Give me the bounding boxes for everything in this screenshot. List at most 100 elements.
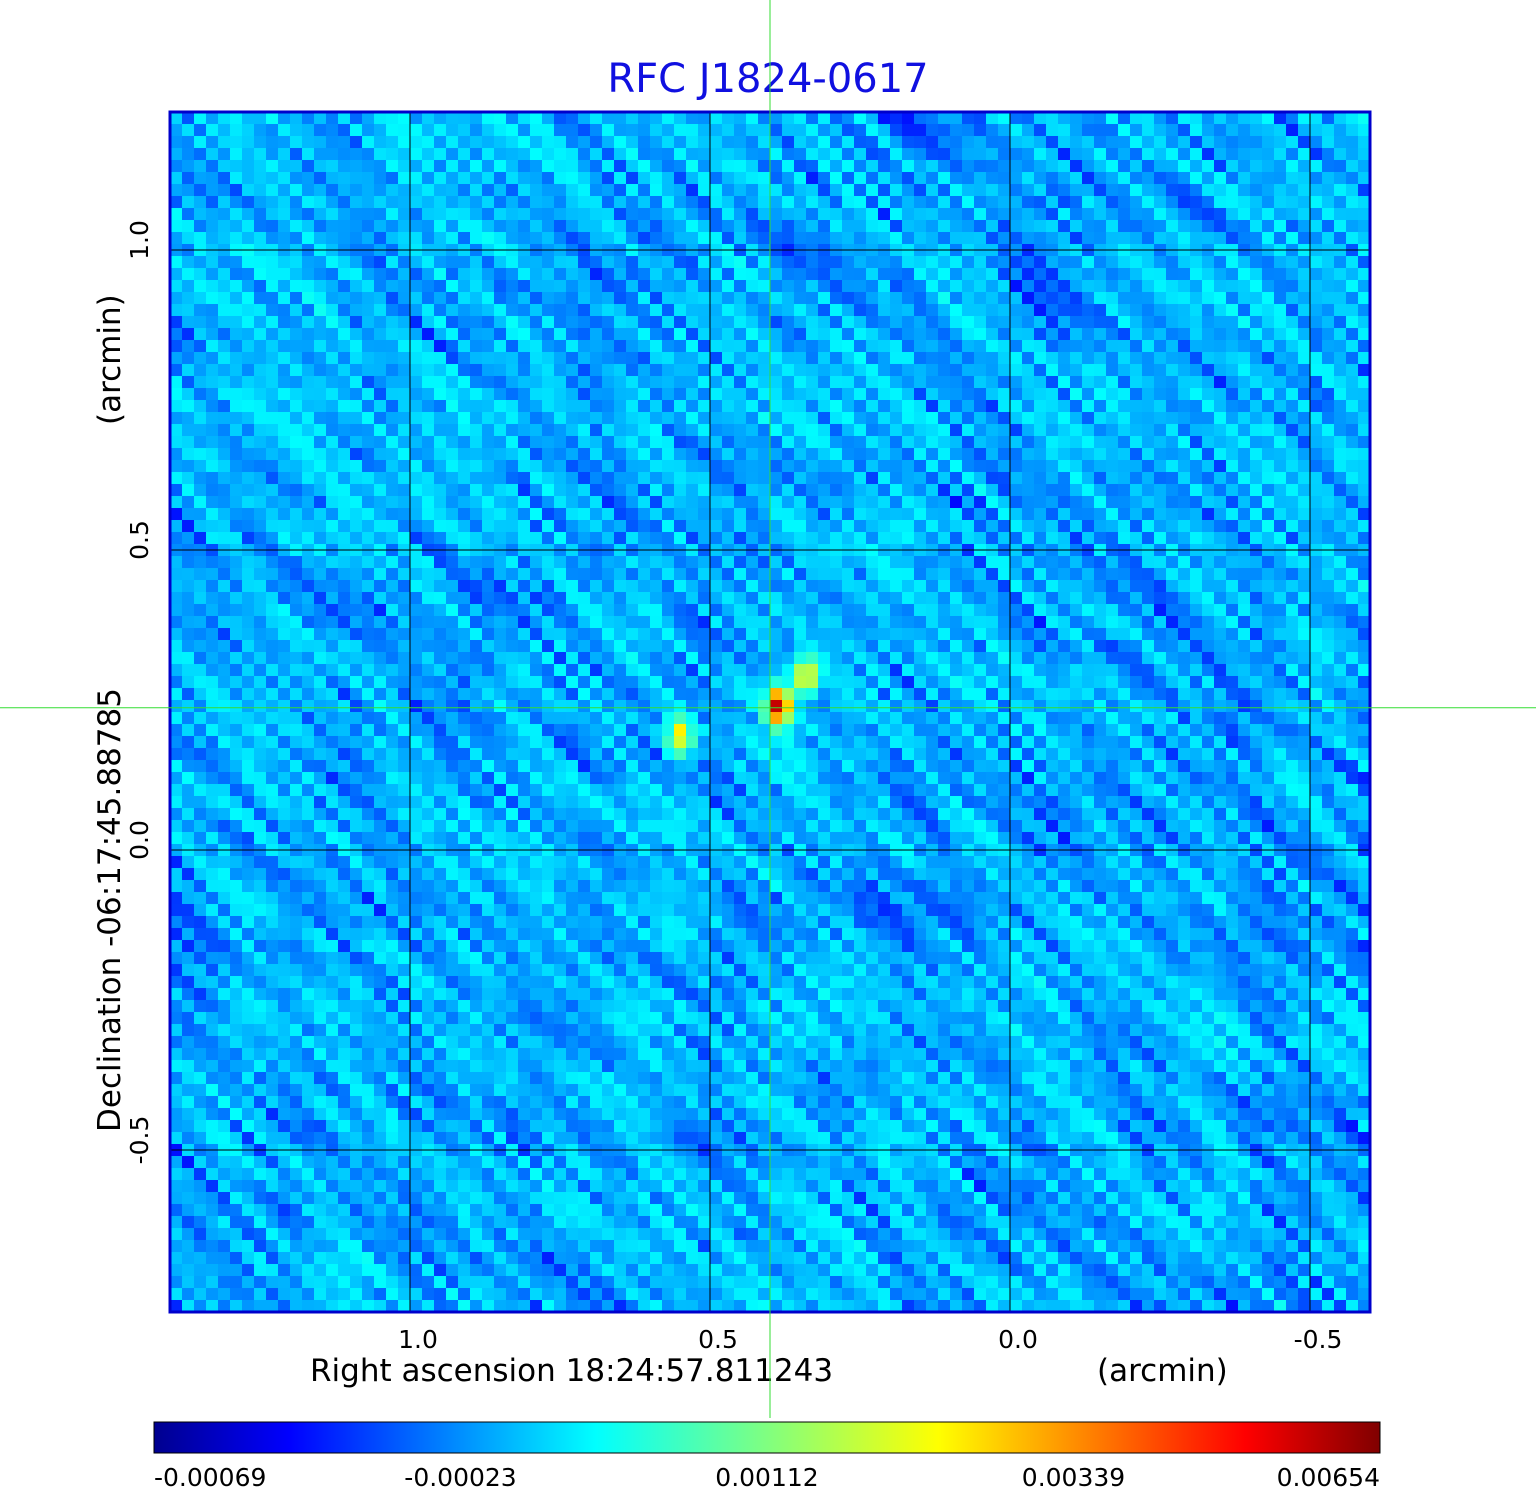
- map-pixel: [350, 616, 363, 629]
- map-pixel: [302, 424, 315, 437]
- map-pixel: [1058, 688, 1071, 701]
- map-pixel: [650, 700, 663, 713]
- map-pixel: [1346, 676, 1359, 689]
- map-pixel: [1094, 256, 1107, 269]
- map-pixel: [1238, 664, 1251, 677]
- map-pixel: [1010, 520, 1023, 533]
- map-pixel: [1226, 592, 1239, 605]
- map-pixel: [1178, 400, 1191, 413]
- map-pixel: [194, 160, 207, 173]
- map-pixel: [458, 604, 471, 617]
- map-pixel: [950, 268, 963, 281]
- map-pixel: [1166, 688, 1179, 701]
- map-pixel: [1142, 340, 1155, 353]
- map-pixel: [1346, 316, 1359, 329]
- map-pixel: [350, 292, 363, 305]
- map-pixel: [182, 520, 195, 533]
- map-pixel: [878, 580, 891, 593]
- map-pixel: [1310, 280, 1323, 293]
- map-pixel: [362, 388, 375, 401]
- map-pixel: [374, 556, 387, 569]
- map-pixel: [794, 640, 807, 653]
- map-pixel: [1046, 340, 1059, 353]
- map-pixel: [1346, 124, 1359, 137]
- map-pixel: [410, 208, 423, 221]
- map-pixel: [206, 484, 219, 497]
- map-pixel: [1154, 460, 1167, 473]
- map-pixel: [182, 328, 195, 341]
- map-pixel: [170, 568, 183, 581]
- map-pixel: [278, 172, 291, 185]
- map-pixel: [1010, 112, 1023, 125]
- map-pixel: [230, 436, 243, 449]
- map-pixel: [194, 184, 207, 197]
- map-pixel: [1010, 412, 1023, 425]
- map-pixel: [590, 472, 603, 485]
- map-pixel: [494, 160, 507, 173]
- map-pixel: [542, 196, 555, 209]
- map-pixel: [242, 268, 255, 281]
- map-pixel: [1274, 436, 1287, 449]
- map-pixel: [410, 280, 423, 293]
- map-pixel: [170, 352, 183, 365]
- map-pixel: [1046, 676, 1059, 689]
- map-pixel: [866, 484, 879, 497]
- map-pixel: [446, 568, 459, 581]
- map-pixel: [1118, 352, 1131, 365]
- map-pixel: [1322, 112, 1335, 125]
- map-pixel: [878, 520, 891, 533]
- map-pixel: [1058, 112, 1071, 125]
- map-pixel: [326, 376, 339, 389]
- map-pixel: [986, 508, 999, 521]
- map-pixel: [650, 232, 663, 245]
- map-pixel: [1322, 328, 1335, 341]
- map-pixel: [554, 700, 567, 713]
- map-pixel: [1058, 280, 1071, 293]
- map-pixel: [818, 700, 831, 713]
- map-pixel: [1238, 484, 1251, 497]
- map-pixel: [1226, 196, 1239, 209]
- map-pixel: [230, 136, 243, 149]
- map-pixel: [662, 304, 675, 317]
- map-pixel: [1310, 484, 1323, 497]
- map-pixel: [410, 472, 423, 485]
- map-pixel: [962, 364, 975, 377]
- map-pixel: [410, 664, 423, 677]
- map-pixel: [746, 484, 759, 497]
- map-pixel: [1178, 472, 1191, 485]
- map-pixel: [398, 652, 411, 665]
- map-pixel: [1214, 124, 1227, 137]
- map-pixel: [914, 436, 927, 449]
- map-pixel: [674, 388, 687, 401]
- map-pixel: [482, 292, 495, 305]
- map-pixel: [902, 472, 915, 485]
- map-pixel: [434, 364, 447, 377]
- map-pixel: [806, 484, 819, 497]
- map-pixel: [1274, 556, 1287, 569]
- map-pixel: [242, 172, 255, 185]
- map-pixel: [314, 700, 327, 713]
- map-pixel: [794, 148, 807, 161]
- map-pixel: [830, 172, 843, 185]
- map-pixel: [650, 484, 663, 497]
- map-pixel: [1202, 532, 1215, 545]
- map-pixel: [638, 400, 651, 413]
- map-pixel: [1022, 400, 1035, 413]
- map-pixel: [758, 364, 771, 377]
- map-pixel: [206, 268, 219, 281]
- map-pixel: [470, 508, 483, 521]
- map-pixel: [830, 376, 843, 389]
- map-pixel: [1202, 640, 1215, 653]
- map-pixel: [230, 184, 243, 197]
- map-pixel: [722, 616, 735, 629]
- map-pixel: [890, 568, 903, 581]
- map-pixel: [1154, 616, 1167, 629]
- map-pixel: [1118, 304, 1131, 317]
- map-pixel: [914, 496, 927, 509]
- map-pixel: [398, 688, 411, 701]
- map-pixel: [266, 652, 279, 665]
- map-pixel: [1166, 448, 1179, 461]
- map-pixel: [614, 256, 627, 269]
- map-pixel: [350, 556, 363, 569]
- map-pixel: [1298, 640, 1311, 653]
